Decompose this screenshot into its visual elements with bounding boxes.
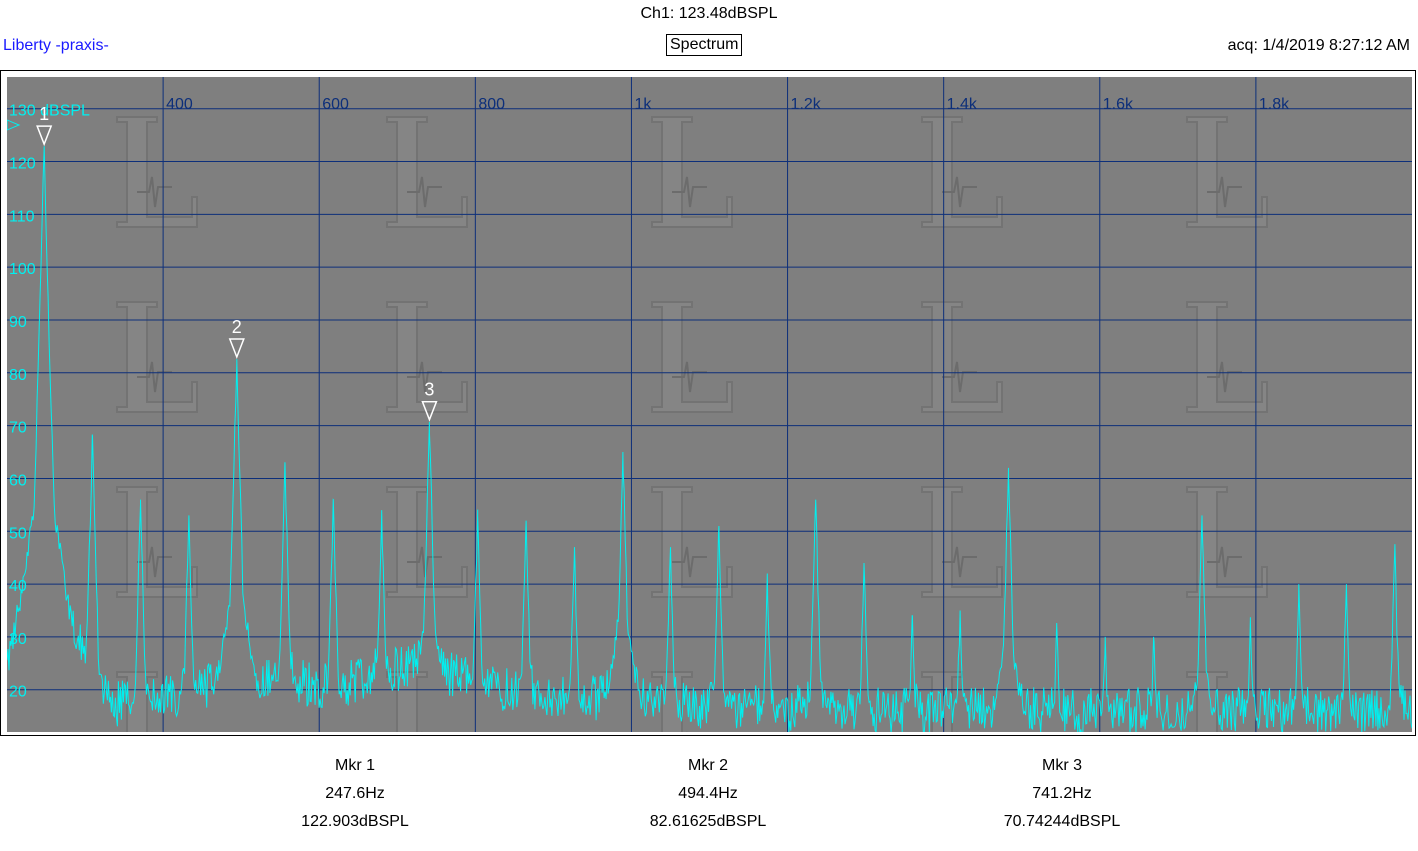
watermark-logo-icon xyxy=(921,486,1003,598)
watermark-logo-icon xyxy=(1186,486,1268,598)
marker-readout-title: Mkr 1 xyxy=(335,757,375,774)
marker-label: 2 xyxy=(232,317,242,337)
y-tick-label: 40 xyxy=(9,578,27,595)
y-tick-label: 30 xyxy=(9,631,27,648)
y-tick-label: 60 xyxy=(9,472,27,489)
marker-readout-frequency: 741.2Hz xyxy=(1032,785,1092,802)
watermark-logo-icon xyxy=(116,301,198,413)
marker-readout-2: Mkr 2 494.4Hz 82.61625dBSPL xyxy=(558,752,858,836)
watermark-logo-icon xyxy=(1186,301,1268,413)
x-tick-label: 1.2k xyxy=(791,96,822,113)
x-tick-label: 600 xyxy=(322,96,349,113)
acquisition-timestamp: acq: 1/4/2019 8:27:12 AM xyxy=(1227,37,1410,54)
watermark-logo-icon xyxy=(386,671,428,732)
app-name: Liberty -praxis- xyxy=(3,37,109,54)
y-tick-label: 20 xyxy=(9,684,27,701)
channel-readout: Ch1: 123.48dBSPL xyxy=(640,5,778,22)
watermark-logo-icon xyxy=(386,486,468,598)
y-tick-label: 50 xyxy=(9,525,27,542)
x-tick-label: 1.8k xyxy=(1259,96,1290,113)
marker-3[interactable]: 3 xyxy=(421,380,438,422)
y-tick-label: 120 xyxy=(9,156,36,173)
marker-readout-frequency: 247.6Hz xyxy=(325,785,385,802)
marker-readout-title: Mkr 3 xyxy=(1042,757,1082,774)
watermark-logo-icon xyxy=(116,116,198,228)
watermark-logo-icon xyxy=(1186,116,1268,228)
watermark-logo-icon xyxy=(651,486,733,598)
y-tick-label: 100 xyxy=(9,261,36,278)
marker-readout-level: 122.903dBSPL xyxy=(301,813,409,830)
marker-2[interactable]: 2 xyxy=(228,317,245,360)
spectrum-plot[interactable]: 20 30 40 50 60 70 80 90 100 110 120 130 dBSPL 400 60… xyxy=(7,77,1412,732)
marker-readout-level: 82.61625dBSPL xyxy=(649,813,767,830)
marker-label: 3 xyxy=(424,380,434,400)
y-tick-label: 130 dBSPL xyxy=(9,103,90,120)
y-tick-label: 70 xyxy=(9,420,27,437)
watermark-logo-icon xyxy=(921,116,1003,228)
y-tick-label: 80 xyxy=(9,367,27,384)
x-tick-label: 1.6k xyxy=(1103,96,1134,113)
x-tick-label: 800 xyxy=(478,96,505,113)
marker-readout-1: Mkr 1 247.6Hz 122.903dBSPL xyxy=(205,752,505,836)
watermark-logo-icon xyxy=(651,116,733,228)
watermark-logo-icon xyxy=(921,301,1003,413)
marker-readout-3: Mkr 3 741.2Hz 70.74244dBSPL xyxy=(912,752,1212,836)
marker-label: 1 xyxy=(39,104,49,124)
watermark-logo-icon xyxy=(651,301,733,413)
view-title-button[interactable]: Spectrum xyxy=(666,34,743,56)
marker-triangle-icon xyxy=(228,338,245,360)
watermark-logo-pattern xyxy=(116,116,1268,732)
spectrum-trace xyxy=(7,146,1412,732)
marker-triangle-icon xyxy=(36,125,53,147)
reference-level-arrow-icon xyxy=(7,119,21,131)
marker-readout-level: 70.74244dBSPL xyxy=(1003,813,1121,830)
watermark-logo-icon xyxy=(386,301,468,413)
watermark-logo-icon xyxy=(386,116,468,228)
x-tick-label: 1.4k xyxy=(947,96,978,113)
marker-readout-frequency: 494.4Hz xyxy=(678,785,738,802)
marker-triangle-icon xyxy=(421,400,438,422)
x-tick-label: 1k xyxy=(634,96,652,113)
marker-1[interactable]: 1 xyxy=(36,104,53,147)
x-tick-label: 400 xyxy=(166,96,193,113)
y-tick-label: 110 xyxy=(9,208,35,225)
y-tick-label: 90 xyxy=(9,314,27,331)
marker-readout-title: Mkr 2 xyxy=(688,757,728,774)
watermark-logo-icon xyxy=(116,486,198,598)
